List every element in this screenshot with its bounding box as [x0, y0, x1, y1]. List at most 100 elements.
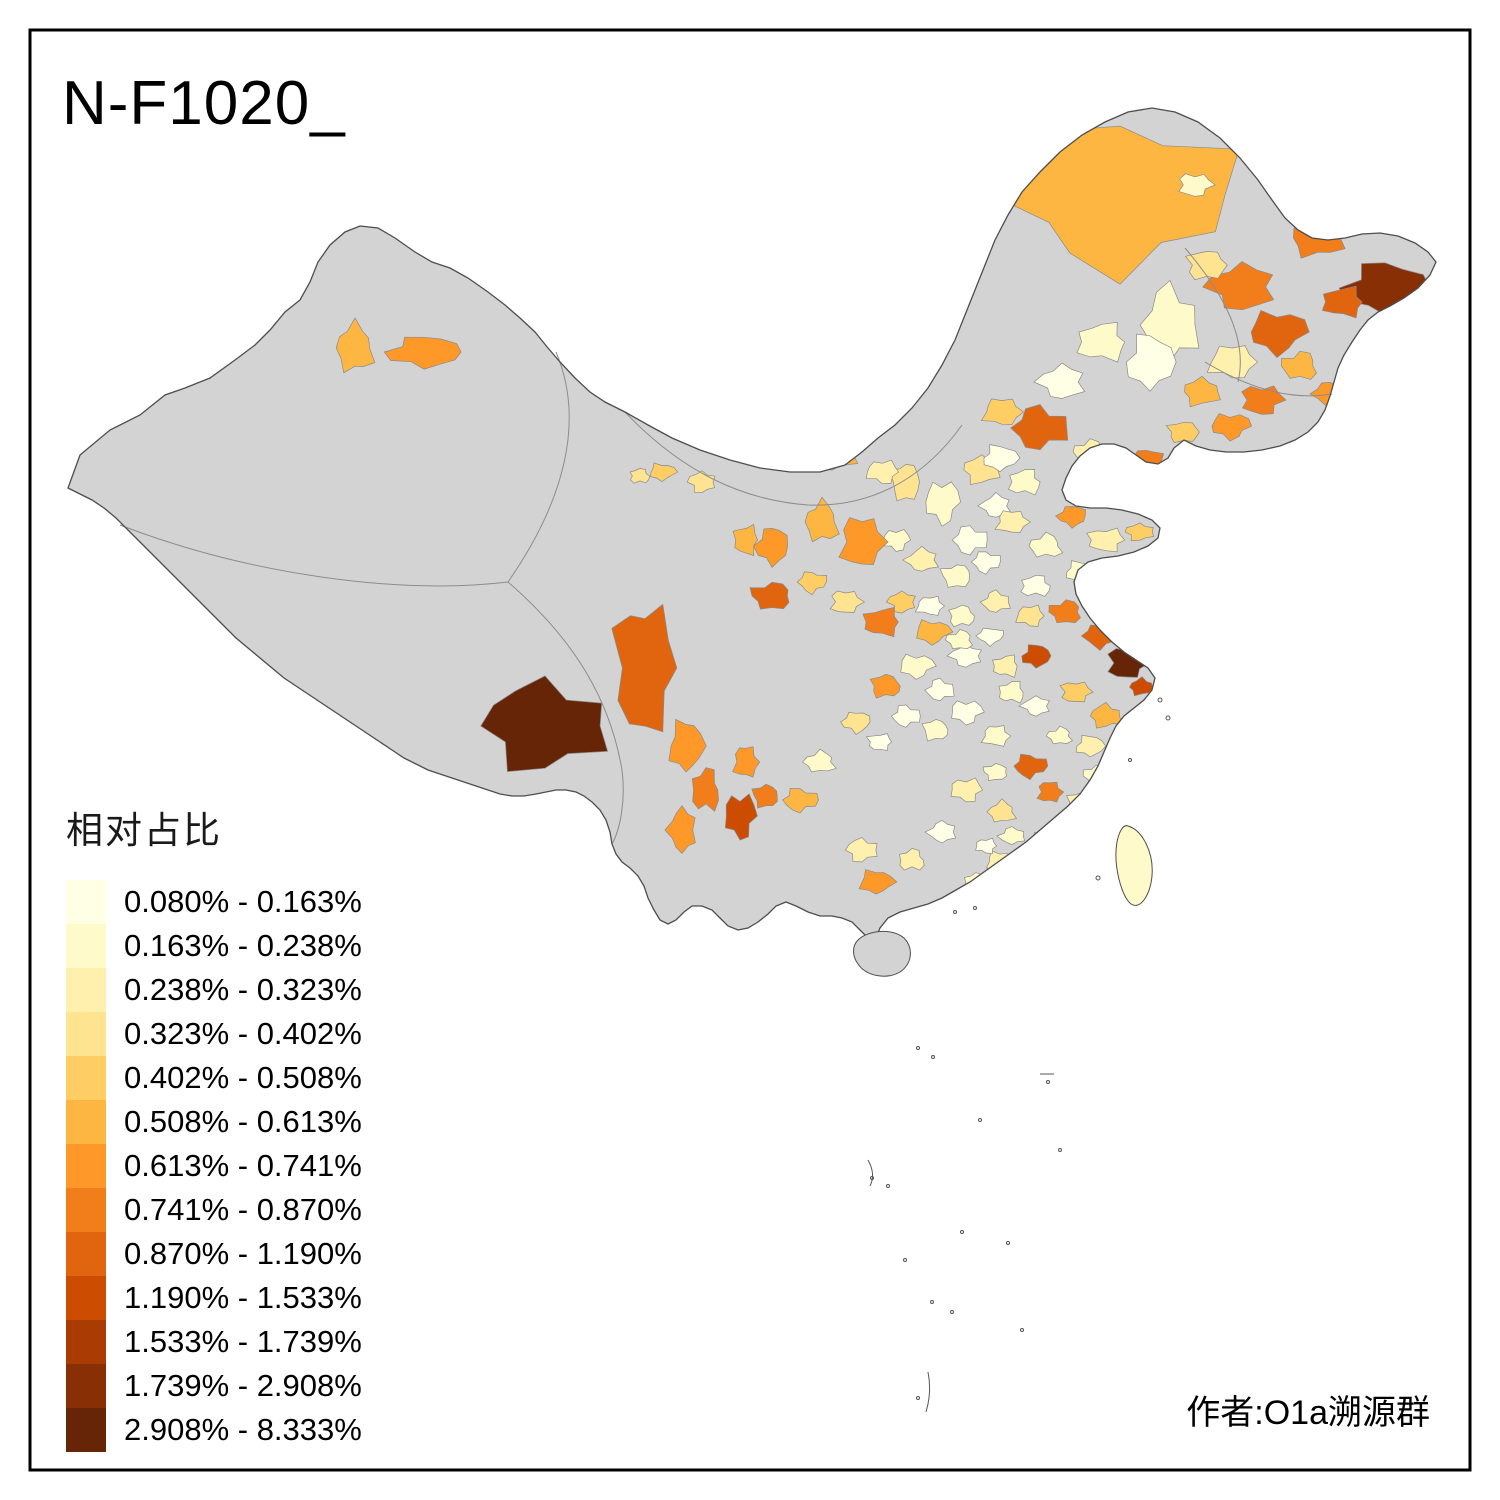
legend-label: 0.741% - 0.870% [124, 1192, 362, 1227]
legend-items: 0.080% - 0.163% 0.163% - 0.238% 0.238% - 0… [66, 880, 362, 1452]
map-region [1129, 676, 1156, 697]
map-region [1089, 701, 1123, 729]
map-region [1020, 574, 1051, 597]
map-region [1054, 505, 1087, 529]
legend-label: 0.323% - 0.402% [124, 1016, 362, 1051]
map-region [914, 595, 946, 616]
map-region [1075, 734, 1107, 758]
legend-swatch [66, 1276, 106, 1320]
legend-item: 0.613% - 0.741% [66, 1144, 362, 1188]
legend-label: 0.508% - 0.613% [124, 1104, 362, 1139]
map-region [939, 564, 970, 588]
legend-item: 1.739% - 2.908% [66, 1364, 362, 1408]
map-region [611, 603, 678, 733]
map-region [732, 746, 761, 778]
map-region [1126, 333, 1177, 392]
legend-label: 1.533% - 1.739% [124, 1324, 362, 1359]
map-region [986, 798, 1018, 823]
map-region [1098, 789, 1123, 813]
map-region [898, 848, 925, 871]
map-region [383, 336, 462, 370]
map-region [865, 459, 900, 485]
map-region [1250, 310, 1310, 359]
map-region [629, 468, 650, 484]
map-region [802, 748, 837, 773]
map-region [951, 525, 988, 556]
map-region [751, 783, 778, 809]
map-region [782, 787, 819, 814]
map-region [992, 654, 1018, 678]
province-borders [119, 247, 1333, 845]
map-region [844, 837, 878, 863]
legend-item: 0.238% - 0.323% [66, 968, 362, 1012]
map-region [1206, 345, 1259, 379]
map-region [924, 819, 957, 844]
small-islands [867, 697, 1171, 1413]
map-region [1165, 421, 1200, 443]
map-region [1211, 413, 1253, 442]
map-region [885, 590, 916, 614]
taiwan-region [1115, 825, 1153, 906]
legend-item: 0.741% - 0.870% [66, 1188, 362, 1232]
map-region [802, 429, 859, 471]
map-region [1036, 781, 1065, 803]
map-region [724, 793, 758, 841]
map-region [980, 725, 1012, 747]
legend-label: 0.163% - 0.238% [124, 928, 362, 963]
legend-item: 0.402% - 0.508% [66, 1056, 362, 1100]
legend-swatch [66, 1232, 106, 1276]
map-region [1184, 251, 1228, 281]
map-region [1057, 820, 1082, 840]
map-region [865, 733, 893, 751]
legend-swatch [66, 1188, 106, 1232]
legend-label: 1.739% - 2.908% [124, 1368, 362, 1403]
map-region [951, 700, 985, 726]
legend-item: 0.508% - 0.613% [66, 1100, 362, 1144]
map-region [982, 763, 1007, 781]
map-region [840, 712, 871, 735]
legend-swatch [66, 1012, 106, 1056]
map-region [950, 777, 984, 803]
legend-label: 1.190% - 1.533% [124, 1280, 362, 1315]
legend-swatch [66, 1144, 106, 1188]
map-region [975, 627, 1004, 647]
map-region [664, 805, 696, 855]
map-region [1178, 173, 1216, 197]
map-region [732, 523, 758, 557]
map-region [980, 398, 1025, 425]
legend-swatch [66, 880, 106, 924]
map-region [1202, 261, 1275, 311]
attribution: 作者:O1a溯源群 [1186, 1394, 1430, 1432]
map-region [916, 619, 954, 646]
map-region [921, 719, 949, 742]
map-region [1103, 591, 1135, 611]
legend-swatch [66, 1056, 106, 1100]
map-region [1281, 350, 1317, 380]
legend-item: 1.190% - 1.533% [66, 1276, 362, 1320]
legend-item: 0.870% - 1.190% [66, 1232, 362, 1276]
map-region [480, 675, 609, 772]
map-region [1045, 725, 1073, 745]
map-region [1076, 321, 1126, 363]
map-region [335, 317, 376, 374]
map-region [901, 545, 940, 572]
map-region [1028, 531, 1064, 558]
map-region [691, 767, 719, 812]
map-region [1048, 599, 1081, 624]
hainan-island [853, 931, 911, 977]
legend-swatch [66, 1100, 106, 1144]
map-region [924, 677, 955, 702]
map-region [649, 462, 679, 483]
legend-swatch [66, 924, 106, 968]
map-region [1102, 460, 1135, 480]
map-region [1018, 695, 1050, 717]
map-region [948, 604, 975, 628]
map-region [1321, 285, 1363, 319]
map-region [1086, 527, 1126, 553]
map-region [1008, 469, 1041, 496]
legend-item: 2.908% - 8.333% [66, 1408, 362, 1452]
legend-item: 0.323% - 0.402% [66, 1012, 362, 1056]
map-region [996, 826, 1026, 846]
legend-label: 0.870% - 1.190% [124, 1236, 362, 1271]
map-region [979, 589, 1011, 613]
